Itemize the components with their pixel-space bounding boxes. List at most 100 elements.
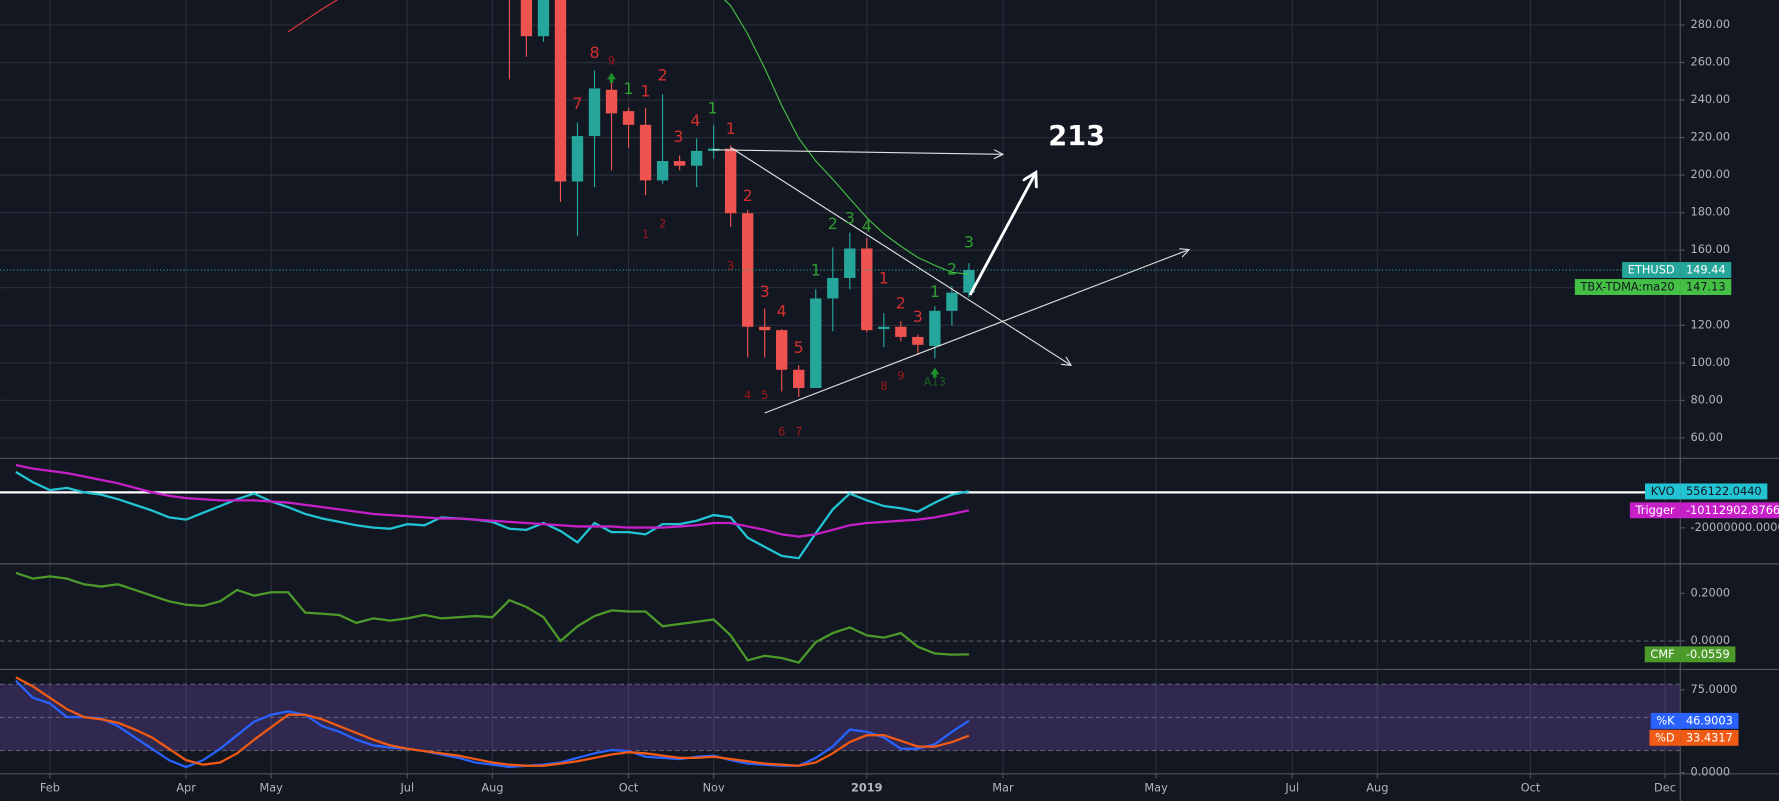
candle-body xyxy=(827,277,839,299)
y-tick-label: 200.00 xyxy=(1691,167,1731,181)
panel xyxy=(0,571,1681,664)
candle-body xyxy=(605,89,618,114)
td-countdown-count: 1 xyxy=(642,227,649,241)
y-tick-label: -20000000.0000 xyxy=(1691,520,1779,534)
price-tag-name: Trigger xyxy=(1635,503,1675,517)
trend-line xyxy=(764,250,1189,414)
y-tick-label: 0.2000 xyxy=(1691,585,1731,599)
y-tick-label: 260.00 xyxy=(1691,55,1731,69)
price-tag-name: ETHUSD xyxy=(1628,263,1675,277)
td-countdown-count: 3 xyxy=(727,259,734,273)
td-countdown-count: 7 xyxy=(795,424,802,438)
price-tag-name-box xyxy=(1645,483,1681,500)
td-setup-count: 2 xyxy=(896,294,906,313)
panel xyxy=(0,0,1681,397)
y-tick-label: 100.00 xyxy=(1691,355,1731,369)
candle-body xyxy=(673,161,686,166)
candle-body xyxy=(554,0,567,182)
td-setup-count: 1 xyxy=(726,119,736,138)
candle-body xyxy=(724,148,737,214)
td-setup-count: 1 xyxy=(879,269,889,288)
candle-body xyxy=(571,136,584,182)
trend-line xyxy=(712,149,1003,155)
td-setup-count: 8 xyxy=(589,43,599,62)
td-setup-count: 5 xyxy=(794,338,804,357)
candle-body xyxy=(690,150,703,166)
td-setup-count: 4 xyxy=(777,302,787,321)
price-tag-name-box xyxy=(1649,729,1681,746)
x-tick-label: Mar xyxy=(992,781,1014,795)
candle-body xyxy=(656,161,669,181)
labels: Feb Apr May Jul Aug Oct Nov 2019 Mar May Jul Aug Oct… xyxy=(40,17,1779,795)
annotation: 213 xyxy=(1048,121,1105,152)
candle-body xyxy=(742,213,754,327)
candle-body xyxy=(946,292,958,311)
x-tick-label: Jul xyxy=(1284,781,1299,795)
td-setup-count: 2 xyxy=(743,186,753,205)
candle-body xyxy=(588,88,601,137)
y-tick-label: 0.0000 xyxy=(1691,765,1731,779)
price-tag-value: 556122.0440 xyxy=(1686,484,1762,498)
price-tag-value: 33.4317 xyxy=(1686,730,1733,744)
price-tag-name: TBX-TDMA:ma20 xyxy=(1580,280,1675,294)
price-tag-value-box xyxy=(1680,646,1736,663)
price-tag-value-box xyxy=(1680,712,1739,729)
td-setup-count: 1 xyxy=(811,261,821,280)
candle-body xyxy=(776,330,788,370)
drawings xyxy=(606,72,1189,414)
x-tick-label: Aug xyxy=(1366,781,1388,795)
price-tag-name: %K xyxy=(1656,713,1675,727)
candle-body xyxy=(622,111,635,125)
price-tag-value: 147.13 xyxy=(1686,280,1726,294)
panel xyxy=(0,676,1681,769)
candle-body xyxy=(520,0,533,37)
price-tag-name-box xyxy=(1622,262,1681,278)
td-setup-count: 4 xyxy=(690,111,700,130)
td-countdown-count: 4 xyxy=(744,388,751,402)
series-line xyxy=(15,679,970,769)
candle-body xyxy=(537,0,550,37)
price-tag-name-box xyxy=(1574,279,1681,295)
x-tick-label: Jul xyxy=(399,781,414,795)
candle-body xyxy=(895,326,907,337)
price-tag-value: -10112902.8766 xyxy=(1686,503,1779,517)
x-tick-label: May xyxy=(1144,781,1168,795)
td-setup-count: 1 xyxy=(707,98,717,117)
price-tag-value-box xyxy=(1680,279,1732,295)
price-tag-value-box xyxy=(1680,729,1739,746)
price-tag-value-box xyxy=(1680,502,1779,519)
td-setup-count: 1 xyxy=(641,81,651,100)
x-tick-label: Nov xyxy=(703,781,725,795)
buy-signal-arrow xyxy=(606,72,617,83)
series-line xyxy=(15,676,970,767)
candle-body xyxy=(929,310,941,346)
y-tick-label: 160.00 xyxy=(1691,242,1731,256)
y-tick-label: 120.00 xyxy=(1691,317,1731,331)
td-setup-count: 1 xyxy=(623,79,633,98)
y-tick-label: 75.0000 xyxy=(1691,682,1738,696)
price-tag-value: 149.44 xyxy=(1686,263,1726,277)
x-tick-label: Feb xyxy=(40,781,60,795)
td-countdown-count: 8 xyxy=(880,379,887,393)
price-tag-name: %D xyxy=(1655,730,1675,744)
target-arrow xyxy=(968,172,1036,296)
price-tag-value-box xyxy=(1680,262,1732,278)
candle-body xyxy=(810,298,822,388)
td-setup-count: 2 xyxy=(828,214,838,233)
td-countdown-count: 9 xyxy=(608,53,615,67)
price-tag-value-box xyxy=(1680,483,1768,500)
td-countdown-count: A13 xyxy=(924,374,946,388)
candle-body xyxy=(912,336,924,345)
price-tag-name-box xyxy=(1644,646,1681,663)
series-line xyxy=(287,0,339,33)
x-tick-label: Dec xyxy=(1654,781,1676,795)
price-tag-name-box xyxy=(1629,502,1681,519)
td-countdown-count: 2 xyxy=(659,217,666,231)
candle-body xyxy=(639,124,652,181)
y-tick-label: 280.00 xyxy=(1691,17,1731,31)
candle-body xyxy=(963,270,975,293)
y-tick-label: 80.00 xyxy=(1691,392,1723,406)
plot-data xyxy=(0,0,1681,769)
